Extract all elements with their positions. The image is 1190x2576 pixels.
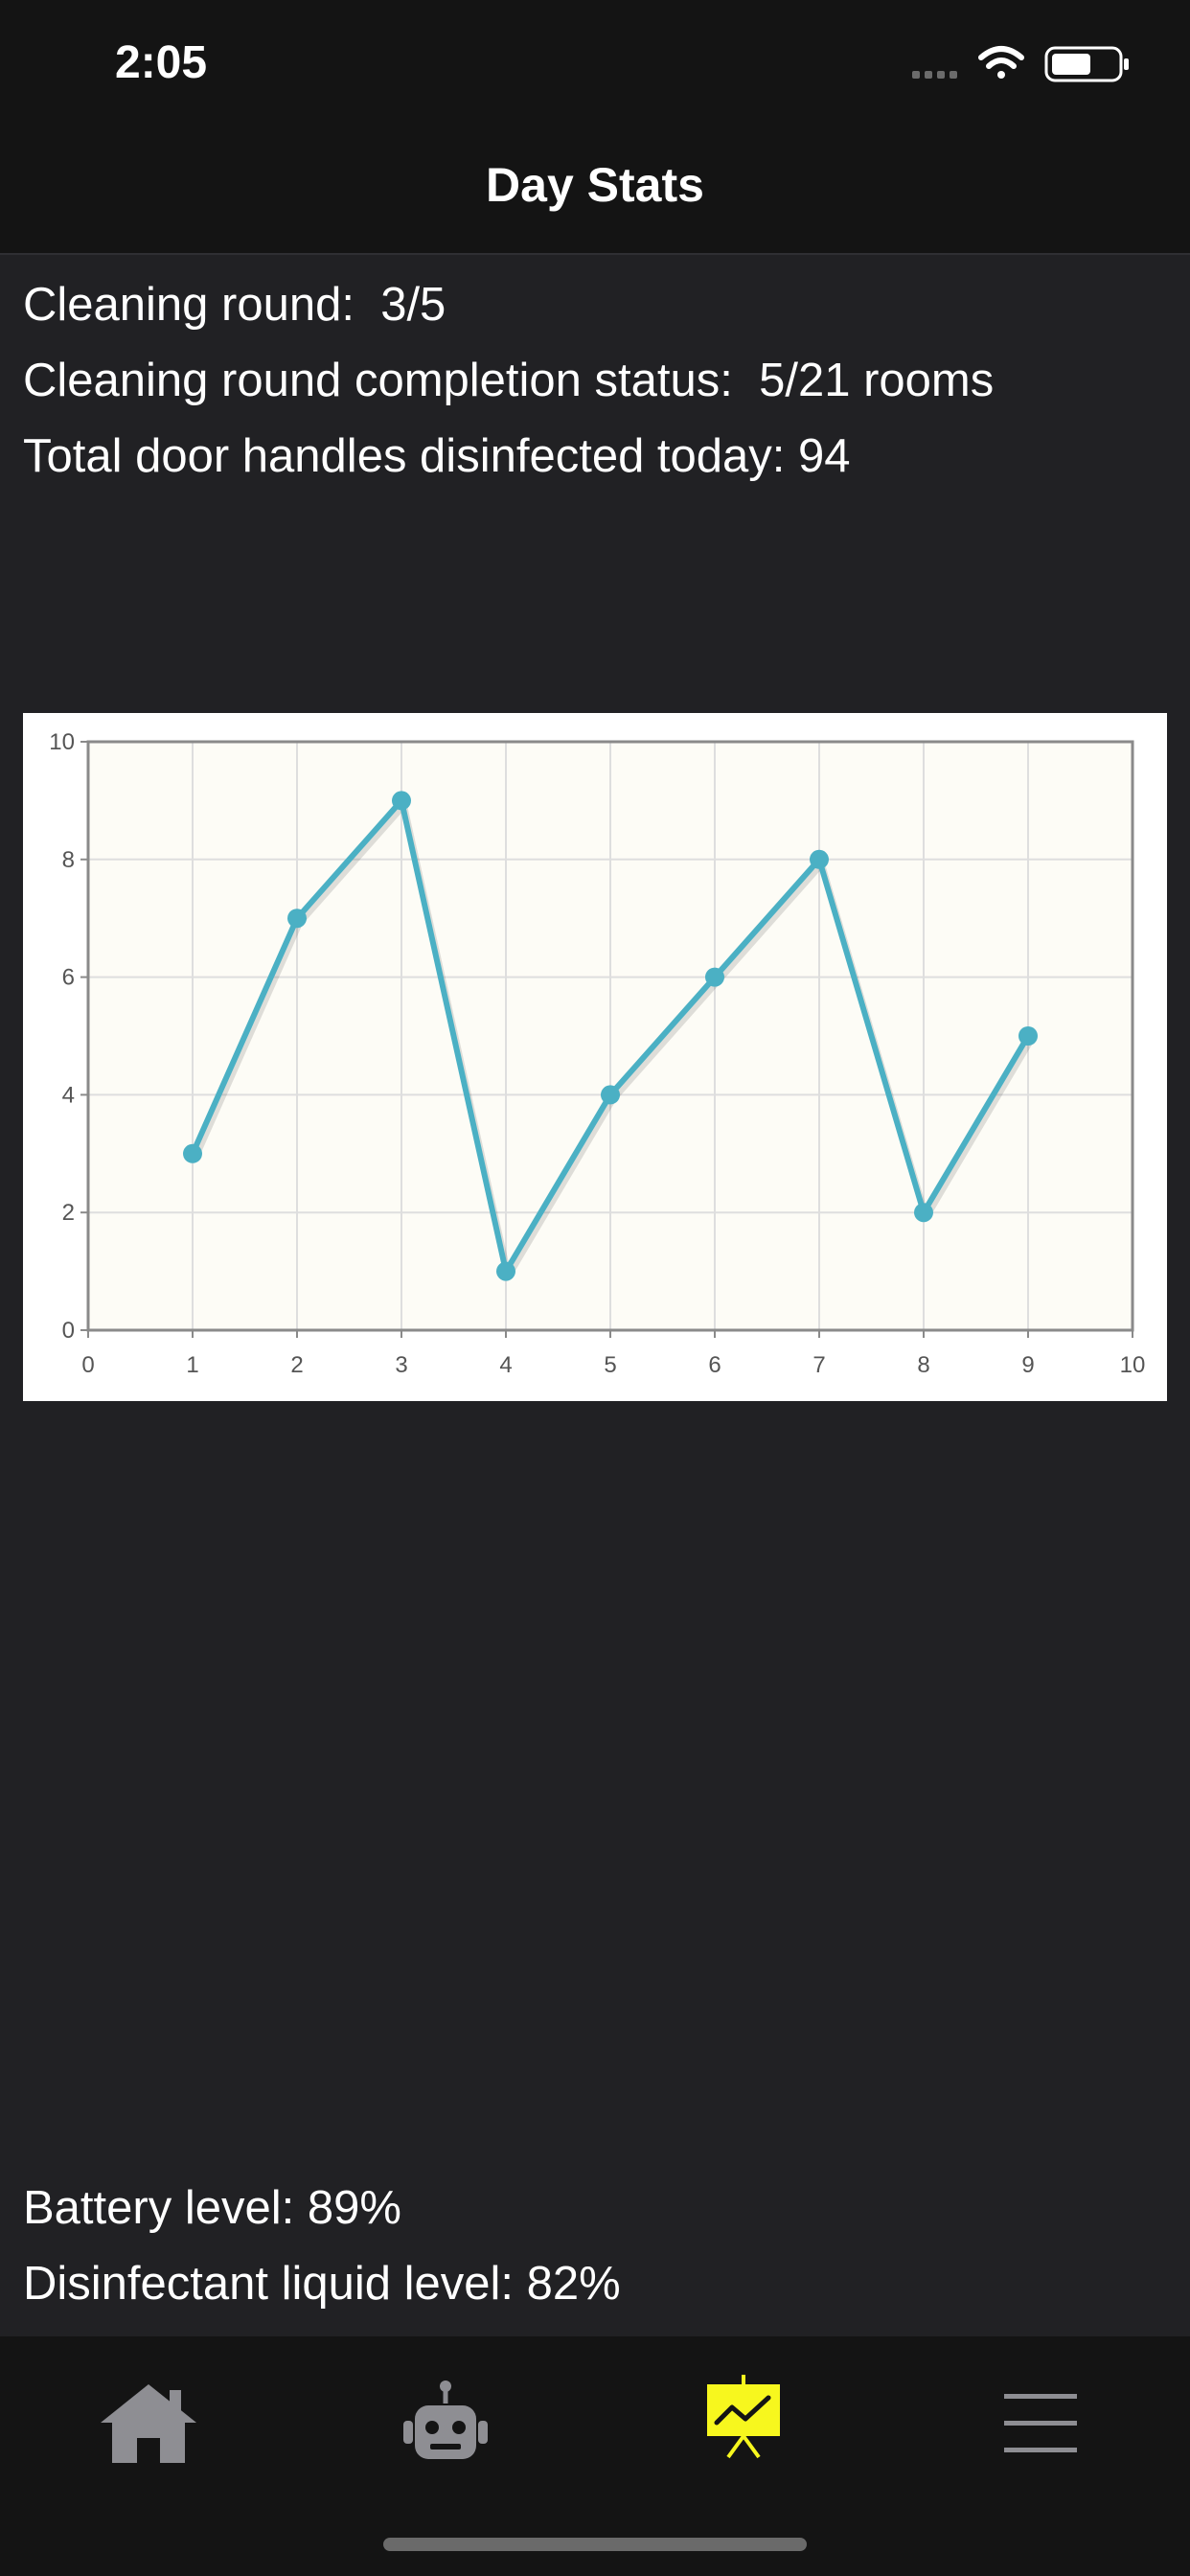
wifi-icon: [978, 46, 1024, 79]
data-point: [392, 791, 411, 811]
chart-presentation-icon: [707, 2375, 780, 2459]
tab-home[interactable]: [91, 2375, 206, 2471]
disinfectant-level-text: Disinfectant liquid level: 82%: [23, 2258, 621, 2310]
status-icons: [912, 46, 1129, 82]
door-handles-text: Total door handles disinfected today: 94: [23, 430, 851, 482]
menu-icon: [1004, 2394, 1077, 2452]
x-tick-label: 0: [81, 1352, 94, 1378]
status-bar: 2:05: [0, 0, 1190, 125]
tab-menu[interactable]: [983, 2375, 1098, 2471]
x-tick-label: 4: [499, 1352, 512, 1378]
data-point: [1018, 1026, 1038, 1046]
battery-icon: [1044, 46, 1129, 82]
y-tick-label: 4: [62, 1082, 75, 1108]
data-point: [287, 908, 307, 929]
x-tick-label: 3: [395, 1352, 407, 1378]
x-tick-label: 10: [1120, 1352, 1146, 1378]
x-tick-label: 2: [290, 1352, 303, 1378]
data-point: [496, 1261, 515, 1281]
y-tick-label: 6: [62, 965, 75, 991]
cleaning-round-text: Cleaning round: 3/5: [23, 279, 446, 331]
page-title: Day Stats: [486, 158, 704, 212]
tab-robot[interactable]: [388, 2375, 503, 2471]
tab-bar: [0, 2336, 1190, 2576]
y-tick-label: 8: [62, 847, 75, 873]
robot-icon: [403, 2380, 488, 2459]
x-tick-label: 7: [812, 1352, 825, 1378]
data-point: [183, 1143, 202, 1163]
y-tick-label: 10: [49, 729, 75, 755]
home-indicator: [383, 2538, 807, 2551]
y-tick-label: 2: [62, 1200, 75, 1226]
x-tick-label: 1: [186, 1352, 198, 1378]
x-tick-label: 6: [708, 1352, 721, 1378]
x-tick-label: 8: [917, 1352, 929, 1378]
status-time: 2:05: [115, 37, 208, 88]
data-point: [705, 967, 724, 987]
data-point: [601, 1085, 620, 1105]
line-chart-svg: 0 1 2 3 4 5 6 7 8 9 10 0 2 4 6 8 10: [49, 729, 1146, 1378]
cellular-signal-icon: [912, 71, 957, 79]
navigation-bar: Day Stats: [0, 125, 1190, 255]
x-tick-label: 9: [1021, 1352, 1034, 1378]
data-point: [810, 849, 829, 869]
tab-day-stats[interactable]: [686, 2375, 801, 2471]
line-chart: 0 1 2 3 4 5 6 7 8 9 10 0 2 4 6 8 10: [23, 713, 1167, 1401]
x-tick-label: 5: [604, 1352, 616, 1378]
home-icon: [101, 2384, 196, 2463]
completion-status-text: Cleaning round completion status: 5/21 r…: [23, 355, 995, 406]
battery-level-text: Battery level: 89%: [23, 2182, 401, 2234]
y-tick-label: 0: [62, 1318, 75, 1344]
data-point: [914, 1203, 933, 1223]
